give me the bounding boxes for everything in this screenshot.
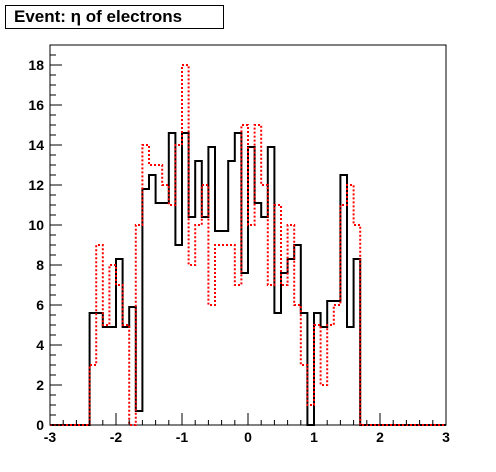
x-tick-label: -1 bbox=[176, 429, 189, 445]
x-tick-label: -2 bbox=[110, 429, 123, 445]
y-tick-label: 0 bbox=[36, 417, 44, 433]
y-tick-label: 10 bbox=[28, 217, 44, 233]
series-layer bbox=[50, 64, 446, 426]
series-dotted-line bbox=[50, 64, 446, 426]
y-tick-label: 14 bbox=[28, 137, 44, 153]
y-tick-label: 2 bbox=[36, 377, 44, 393]
chart-title: Event: η of electrons bbox=[5, 5, 224, 29]
y-tick-label: 16 bbox=[28, 97, 44, 113]
y-tick-label: 4 bbox=[36, 337, 44, 353]
y-tick-label: 18 bbox=[28, 57, 44, 73]
x-tick-label: 3 bbox=[442, 429, 450, 445]
y-tick-label: 12 bbox=[28, 177, 44, 193]
x-tick-label: 2 bbox=[376, 429, 384, 445]
y-tick-label: 8 bbox=[36, 257, 44, 273]
x-tick-label: 1 bbox=[310, 429, 318, 445]
y-tick-label: 6 bbox=[36, 297, 44, 313]
x-tick-label: -3 bbox=[44, 429, 57, 445]
x-tick-label: 0 bbox=[244, 429, 252, 445]
